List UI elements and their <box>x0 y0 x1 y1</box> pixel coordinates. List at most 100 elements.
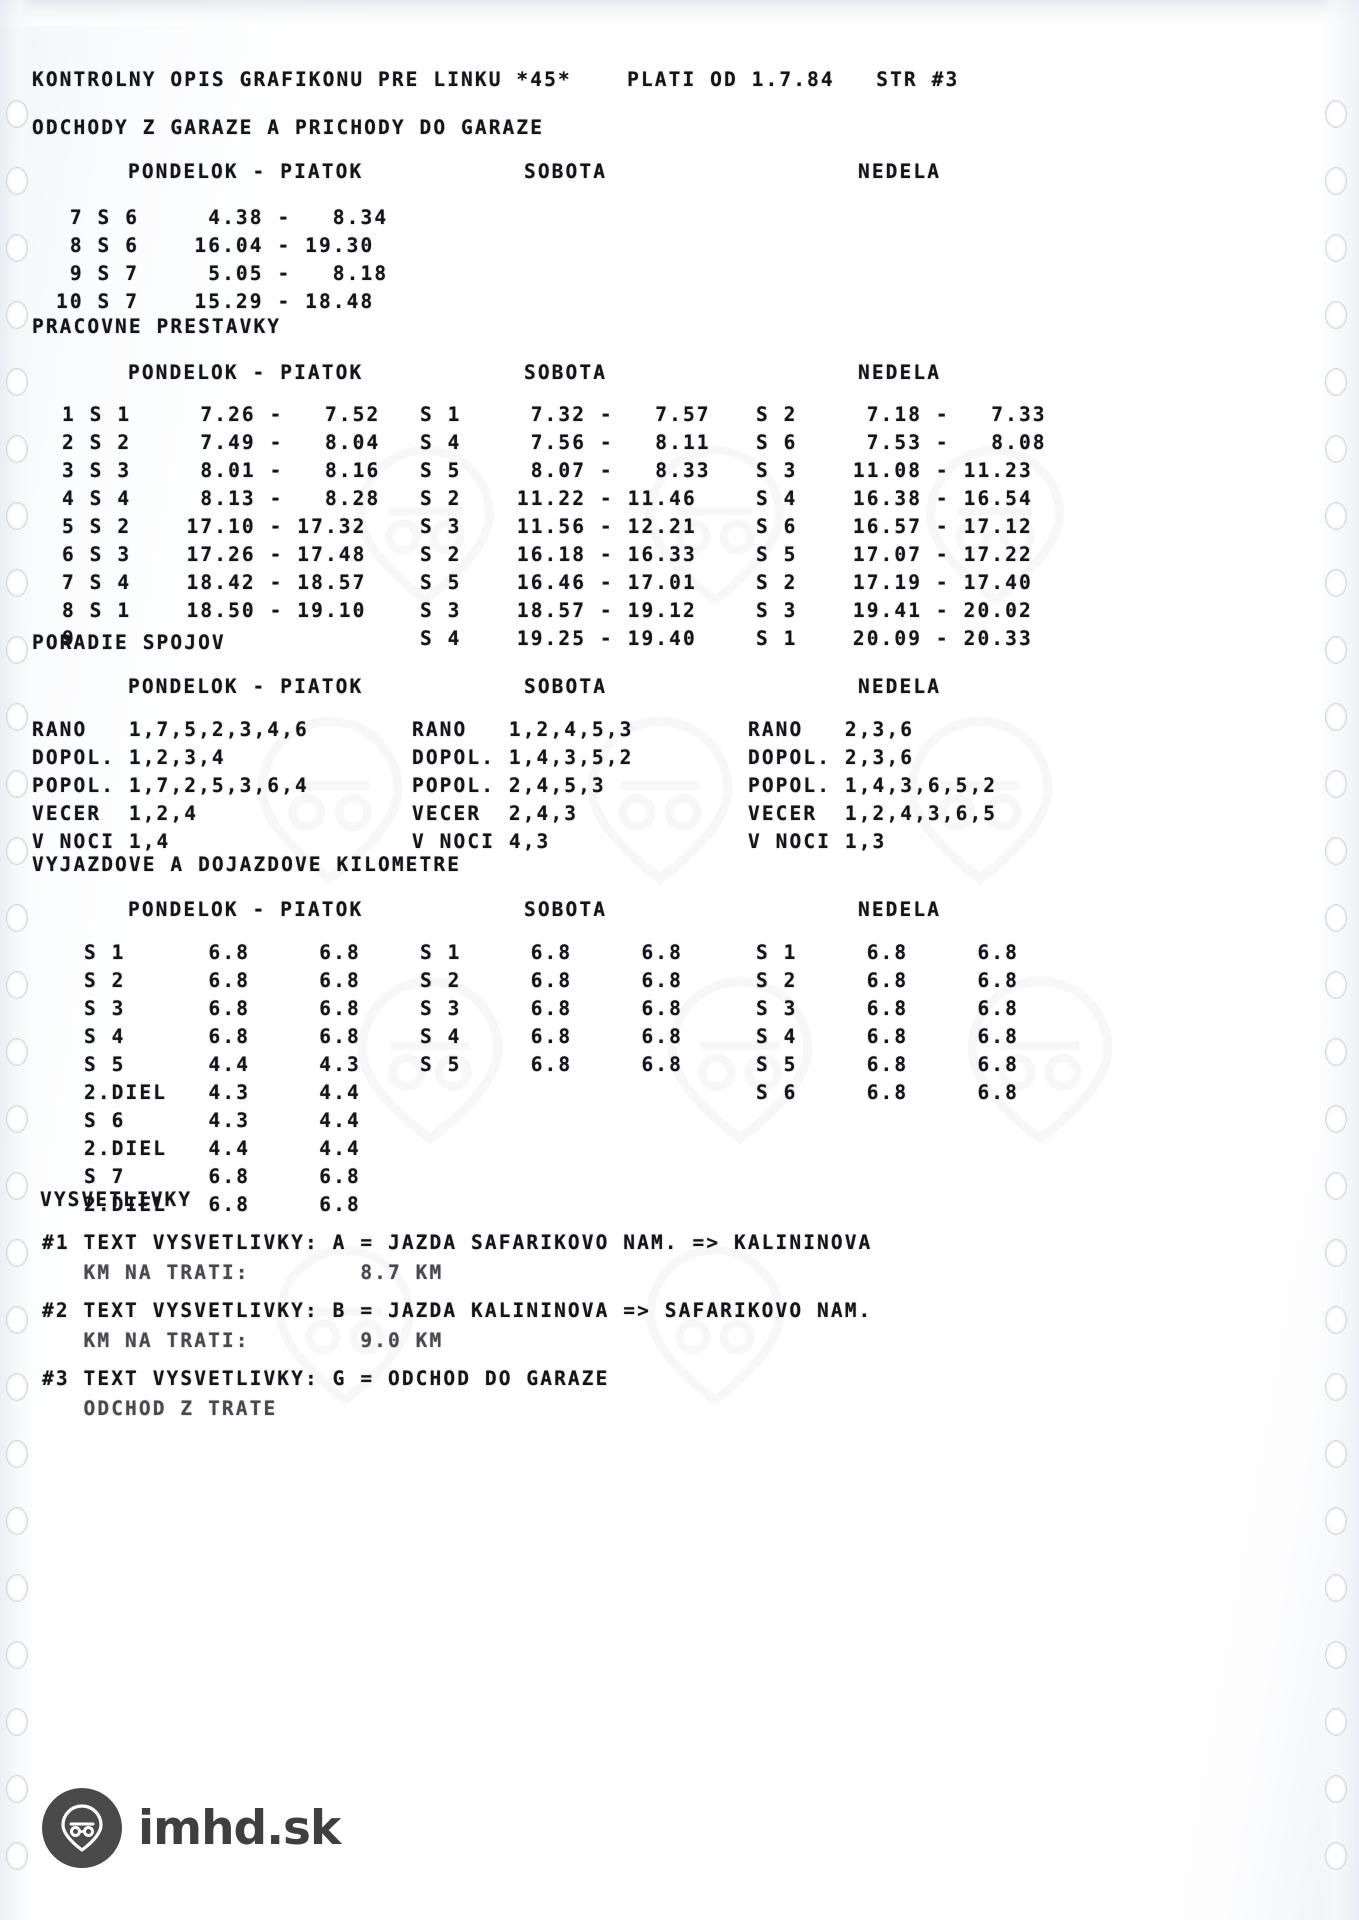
printout-row: POPOL. 1,4,3,6,5,2 <box>748 774 998 797</box>
sprocket-hole <box>1325 368 1347 396</box>
printout-row: 8 S 6 16.04 - 19.30 <box>56 234 375 257</box>
printout-row: 3 S 3 8.01 - 8.16 <box>62 459 381 482</box>
printout-row: S 5 4.4 4.3 <box>84 1053 361 1076</box>
printout-row: S 1 7.32 - 7.57 <box>420 403 711 426</box>
sprocket-hole <box>6 1574 28 1602</box>
section-title-legend: VYSVETLIVKY <box>40 1188 193 1211</box>
breaks-header-saturday: SOBOTA <box>524 361 608 384</box>
sprocket-hole <box>1325 1038 1347 1066</box>
legend-entry-line: #1 TEXT VYSVETLIVKY: A = JAZDA SAFARIKOV… <box>42 1231 873 1254</box>
legend-entry-subline: KM NA TRATI: 9.0 KM <box>42 1329 444 1352</box>
printout-row: S 2 6.8 6.8 <box>420 969 683 992</box>
sprocket-hole <box>6 971 28 999</box>
sprocket-hole <box>6 1440 28 1468</box>
sprocket-hole <box>1325 1641 1347 1669</box>
printout-row: VECER 2,4,3 <box>412 802 579 825</box>
printout-row: S 3 6.8 6.8 <box>756 997 1019 1020</box>
printout-row: S 3 11.08 - 11.23 <box>756 459 1033 482</box>
printout-row: 2 S 2 7.49 - 8.04 <box>62 431 381 454</box>
sprocket-hole <box>1325 1239 1347 1267</box>
printout-row: POPOL. 1,7,2,5,3,6,4 <box>32 774 309 797</box>
printout-row: 1 S 1 7.26 - 7.52 <box>62 403 381 426</box>
printout-row: RANO 2,3,6 <box>748 718 915 741</box>
section-title-breaks: PRACOVNE PRESTAVKY <box>32 315 282 338</box>
printout-row: V NOCI 4,3 <box>412 830 551 853</box>
legend-entry-line: #2 TEXT VYSVETLIVKY: B = JAZDA KALININOV… <box>42 1299 873 1322</box>
sprocket-hole <box>6 1641 28 1669</box>
printout-row: S 4 19.25 - 19.40 <box>420 627 697 650</box>
sprocket-hole <box>6 1038 28 1066</box>
printout-row: S 6 16.57 - 17.12 <box>756 515 1033 538</box>
printout-row: S 5 8.07 - 8.33 <box>420 459 711 482</box>
sprocket-hole <box>6 502 28 530</box>
sprocket-hole <box>6 100 28 128</box>
printout-row: S 1 6.8 6.8 <box>420 941 683 964</box>
sprocket-hole <box>1325 301 1347 329</box>
legend-entry-subline: KM NA TRATI: 8.7 KM <box>42 1261 444 1284</box>
sprocket-hole <box>6 904 28 932</box>
printout-row: S 2 11.22 - 11.46 <box>420 487 697 510</box>
sprocket-hole <box>6 167 28 195</box>
sprocket-hole <box>1325 167 1347 195</box>
printout-row: S 2 6.8 6.8 <box>756 969 1019 992</box>
sprocket-hole <box>1325 770 1347 798</box>
sprocket-hole <box>1325 1105 1347 1133</box>
printout-row: S 4 16.38 - 16.54 <box>756 487 1033 510</box>
kilometres-header-weekday: PONDELOK - PIATOK <box>128 898 364 921</box>
sprocket-hole <box>6 1306 28 1334</box>
sprocket-hole <box>6 636 28 664</box>
sprocket-hole <box>1325 1440 1347 1468</box>
printout-row: VECER 1,2,4,3,6,5 <box>748 802 998 825</box>
printout-row: 5 S 2 17.10 - 17.32 <box>62 515 367 538</box>
sprocket-hole <box>1325 569 1347 597</box>
printout-row: 2.DIEL 4.4 4.4 <box>84 1137 361 1160</box>
kilometres-header-saturday: SOBOTA <box>524 898 608 921</box>
legend-entry-subline: ODCHOD Z TRATE <box>42 1397 278 1420</box>
garage-header-saturday: SOBOTA <box>524 160 608 183</box>
printout-row: RANO 1,7,5,2,3,4,6 <box>32 718 309 741</box>
sprocket-hole <box>1325 837 1347 865</box>
sprocket-hole <box>1325 1507 1347 1535</box>
scan-edge-top <box>0 0 1359 26</box>
printout-row: 6 S 3 17.26 - 17.48 <box>62 543 367 566</box>
printout-row: S 6 7.53 - 8.08 <box>756 431 1047 454</box>
printout-row: S 2 16.18 - 16.33 <box>420 543 697 566</box>
order-header-saturday: SOBOTA <box>524 675 608 698</box>
sprocket-hole <box>6 1172 28 1200</box>
sprocket-hole <box>6 234 28 262</box>
printout-row: S 4 6.8 6.8 <box>420 1025 683 1048</box>
printout-row: RANO 1,2,4,5,3 <box>412 718 634 741</box>
sprocket-hole <box>1325 1775 1347 1803</box>
printout-row: 10 S 7 15.29 - 18.48 <box>56 290 375 313</box>
printout-row: S 3 6.8 6.8 <box>420 997 683 1020</box>
section-title-kilometres: VYJAZDOVE A DOJAZDOVE KILOMETRE <box>32 853 462 876</box>
sprocket-hole <box>6 1239 28 1267</box>
sprocket-hole <box>6 1507 28 1535</box>
section-title-order: PORADIE SPOJOV <box>32 631 226 654</box>
garage-header-weekday: PONDELOK - PIATOK <box>128 160 364 183</box>
printout-row: V NOCI 1,3 <box>748 830 887 853</box>
breaks-header-weekday: PONDELOK - PIATOK <box>128 361 364 384</box>
sprocket-hole <box>1325 904 1347 932</box>
tractor-feed-holes-left <box>2 0 36 1920</box>
sprocket-hole <box>1325 636 1347 664</box>
printout-row: 9 S 7 5.05 - 8.18 <box>56 262 389 285</box>
sprocket-hole <box>6 1842 28 1870</box>
breaks-header-sunday: NEDELA <box>858 361 942 384</box>
sprocket-hole <box>1325 971 1347 999</box>
printout-row: DOPOL. 1,4,3,5,2 <box>412 746 634 769</box>
tractor-feed-holes-right <box>1319 0 1353 1920</box>
sprocket-hole <box>1325 502 1347 530</box>
page-title-line: KONTROLNY OPIS GRAFIKONU PRE LINKU *45* … <box>32 68 960 91</box>
sprocket-hole <box>6 301 28 329</box>
garage-header-sunday: NEDELA <box>858 160 942 183</box>
printout-row: S 1 6.8 6.8 <box>756 941 1019 964</box>
printout-row: S 1 20.09 - 20.33 <box>756 627 1033 650</box>
kilometres-header-sunday: NEDELA <box>858 898 942 921</box>
printout-row: S 2 6.8 6.8 <box>84 969 361 992</box>
sprocket-hole <box>6 1373 28 1401</box>
printout-row: 2.DIEL 6.8 6.8 <box>84 1193 361 1216</box>
sprocket-hole <box>6 770 28 798</box>
